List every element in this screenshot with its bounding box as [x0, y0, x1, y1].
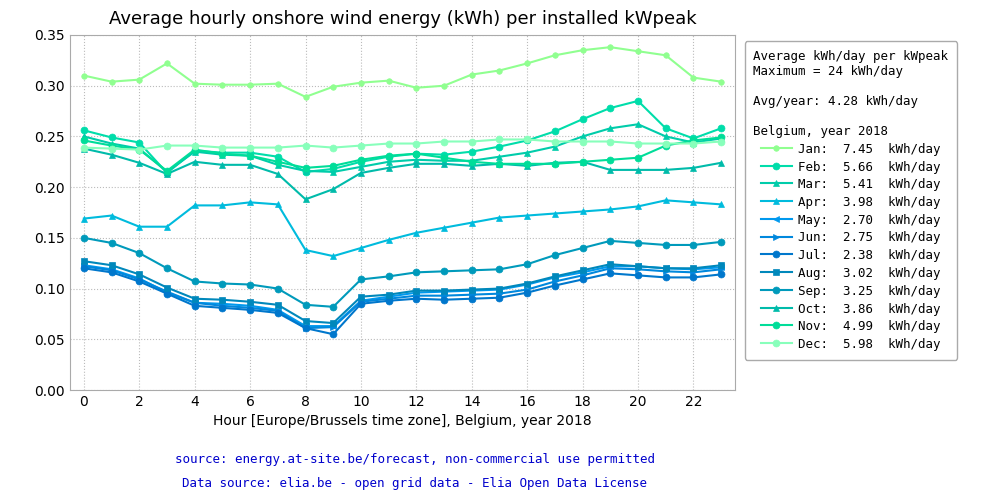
- Title: Average hourly onshore wind energy (kWh) per installed kWpeak: Average hourly onshore wind energy (kWh)…: [109, 10, 696, 28]
- X-axis label: Hour [Europe/Brussels time zone], Belgium, year 2018: Hour [Europe/Brussels time zone], Belgiu…: [213, 414, 592, 428]
- Text: source: energy.at-site.be/forecast, non-commercial use permitted: source: energy.at-site.be/forecast, non-…: [175, 452, 655, 466]
- Text: Data source: elia.be - open grid data - Elia Open Data License: Data source: elia.be - open grid data - …: [182, 478, 648, 490]
- Legend: Jan:  7.45  kWh/day, Feb:  5.66  kWh/day, Mar:  5.41  kWh/day, Apr:  3.98  kWh/d: Jan: 7.45 kWh/day, Feb: 5.66 kWh/day, Ma…: [745, 42, 957, 360]
